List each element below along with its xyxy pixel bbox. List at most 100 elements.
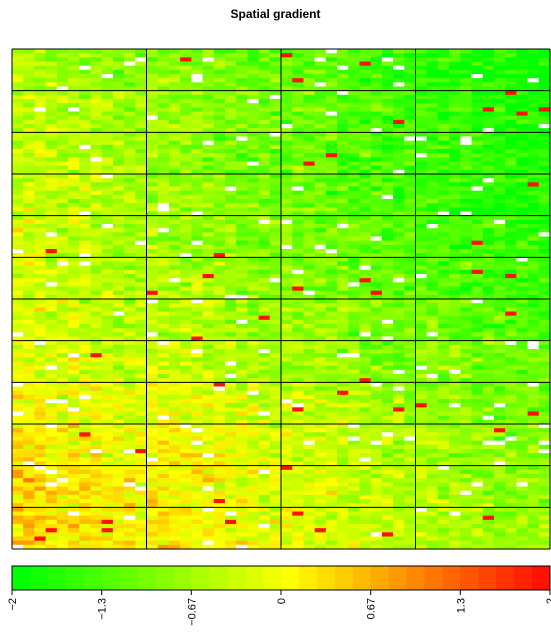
heatmap-cell: [370, 340, 383, 346]
heatmap-cell: [168, 399, 181, 404]
heatmap-cell: [527, 153, 540, 158]
heatmap-cell: [538, 178, 551, 183]
heatmap-cell: [381, 157, 394, 163]
heatmap-cell: [460, 53, 473, 58]
heatmap-cell: [90, 78, 103, 83]
heatmap-cell: [348, 186, 361, 192]
heatmap-cell: [471, 161, 484, 167]
heatmap-cell: [449, 319, 461, 325]
heatmap-cell: [437, 161, 450, 167]
heatmap-cell: [247, 203, 260, 208]
heatmap-cell: [224, 199, 237, 204]
heatmap-cell: [45, 194, 58, 200]
heatmap-cell: [482, 353, 495, 358]
heatmap-cell: [449, 257, 461, 263]
heatmap-cell: [258, 82, 271, 88]
heatmap-cell: [202, 390, 215, 396]
heatmap-cell: [124, 369, 136, 375]
heatmap-cell: [404, 140, 417, 146]
heatmap-cell: [124, 290, 136, 296]
heatmap-cell: [34, 319, 47, 325]
heatmap-cell: [337, 324, 349, 329]
heatmap-cell: [359, 474, 372, 479]
heatmap-cell: [404, 115, 417, 121]
heatmap-cell: [460, 278, 473, 283]
heatmap-cell: [404, 82, 417, 88]
heatmap-cell: [303, 336, 316, 342]
heatmap-cell: [348, 369, 361, 375]
heatmap-cell: [303, 236, 316, 242]
heatmap-cell: [101, 82, 114, 88]
heatmap-cell: [269, 294, 282, 300]
heatmap-cell: [437, 249, 450, 254]
heatmap-cell: [359, 82, 372, 88]
heatmap-cell: [337, 303, 349, 308]
heatmap-cell: [224, 203, 237, 208]
heatmap-cell: [505, 457, 517, 463]
heatmap-cell: [112, 132, 125, 138]
heatmap-cell: [505, 82, 517, 88]
heatmap-cell: [516, 311, 529, 317]
heatmap-cell: [381, 328, 394, 333]
heatmap-cell: [325, 132, 338, 138]
heatmap-cell: [381, 386, 394, 392]
heatmap-cell: [527, 157, 540, 163]
heatmap-cell: [269, 53, 282, 58]
heatmap-cell: [191, 174, 204, 179]
heatmap-cell: [146, 194, 159, 200]
heatmap-cell: [79, 353, 92, 358]
heatmap-cell: [460, 144, 473, 150]
heatmap-cell: [281, 194, 293, 200]
heatmap-cell: [269, 349, 282, 354]
heatmap-cell: [516, 265, 529, 271]
heatmap-cell: [538, 286, 551, 292]
heatmap-cell: [516, 382, 529, 388]
heatmap-cell: [247, 153, 260, 158]
heatmap-cell: [281, 57, 293, 63]
heatmap-cell: [124, 232, 136, 238]
heatmap-cell: [101, 457, 114, 463]
heatmap-cell: [180, 115, 192, 121]
heatmap-cell: [224, 249, 237, 254]
heatmap-cell: [404, 328, 417, 333]
heatmap-cell: [258, 390, 271, 396]
heatmap-cell: [180, 282, 192, 288]
heatmap-cell: [281, 244, 293, 250]
heatmap-cell: [180, 394, 192, 400]
heatmap-cell: [471, 432, 484, 438]
heatmap-cell: [527, 144, 540, 150]
heatmap-cell: [393, 407, 405, 413]
heatmap-cell: [135, 194, 148, 200]
heatmap-cell: [426, 449, 439, 454]
heatmap-cell: [505, 365, 517, 371]
heatmap-cell: [101, 149, 114, 154]
heatmap-cell: [370, 203, 383, 208]
heatmap-cell: [404, 228, 417, 233]
heatmap-cell: [348, 61, 361, 67]
heatmap-cell: [292, 428, 305, 433]
heatmap-cell: [303, 253, 316, 258]
heatmap-cell: [56, 74, 69, 79]
heatmap-cell: [404, 269, 417, 275]
heatmap-cell: [404, 119, 417, 125]
heatmap-cell: [34, 111, 47, 117]
heatmap-cell: [393, 169, 405, 175]
heatmap-cell: [325, 336, 338, 342]
heatmap-cell: [415, 111, 428, 117]
heatmap-cell: [348, 424, 361, 429]
heatmap-cell: [303, 182, 316, 188]
heatmap-cell: [426, 94, 439, 100]
heatmap-cell: [168, 74, 181, 79]
heatmap-cell: [415, 228, 428, 233]
heatmap-cell: [538, 315, 551, 321]
heatmap-cell: [381, 82, 394, 88]
heatmap-cell: [393, 111, 405, 117]
heatmap-cell: [79, 386, 92, 392]
heatmap-cell: [538, 474, 551, 479]
heatmap-cell: [213, 353, 226, 358]
heatmap-cell: [449, 203, 461, 208]
heatmap-cell: [90, 403, 103, 408]
heatmap-cell: [157, 103, 170, 108]
heatmap-cell: [191, 403, 204, 408]
heatmap-cell: [101, 378, 114, 383]
